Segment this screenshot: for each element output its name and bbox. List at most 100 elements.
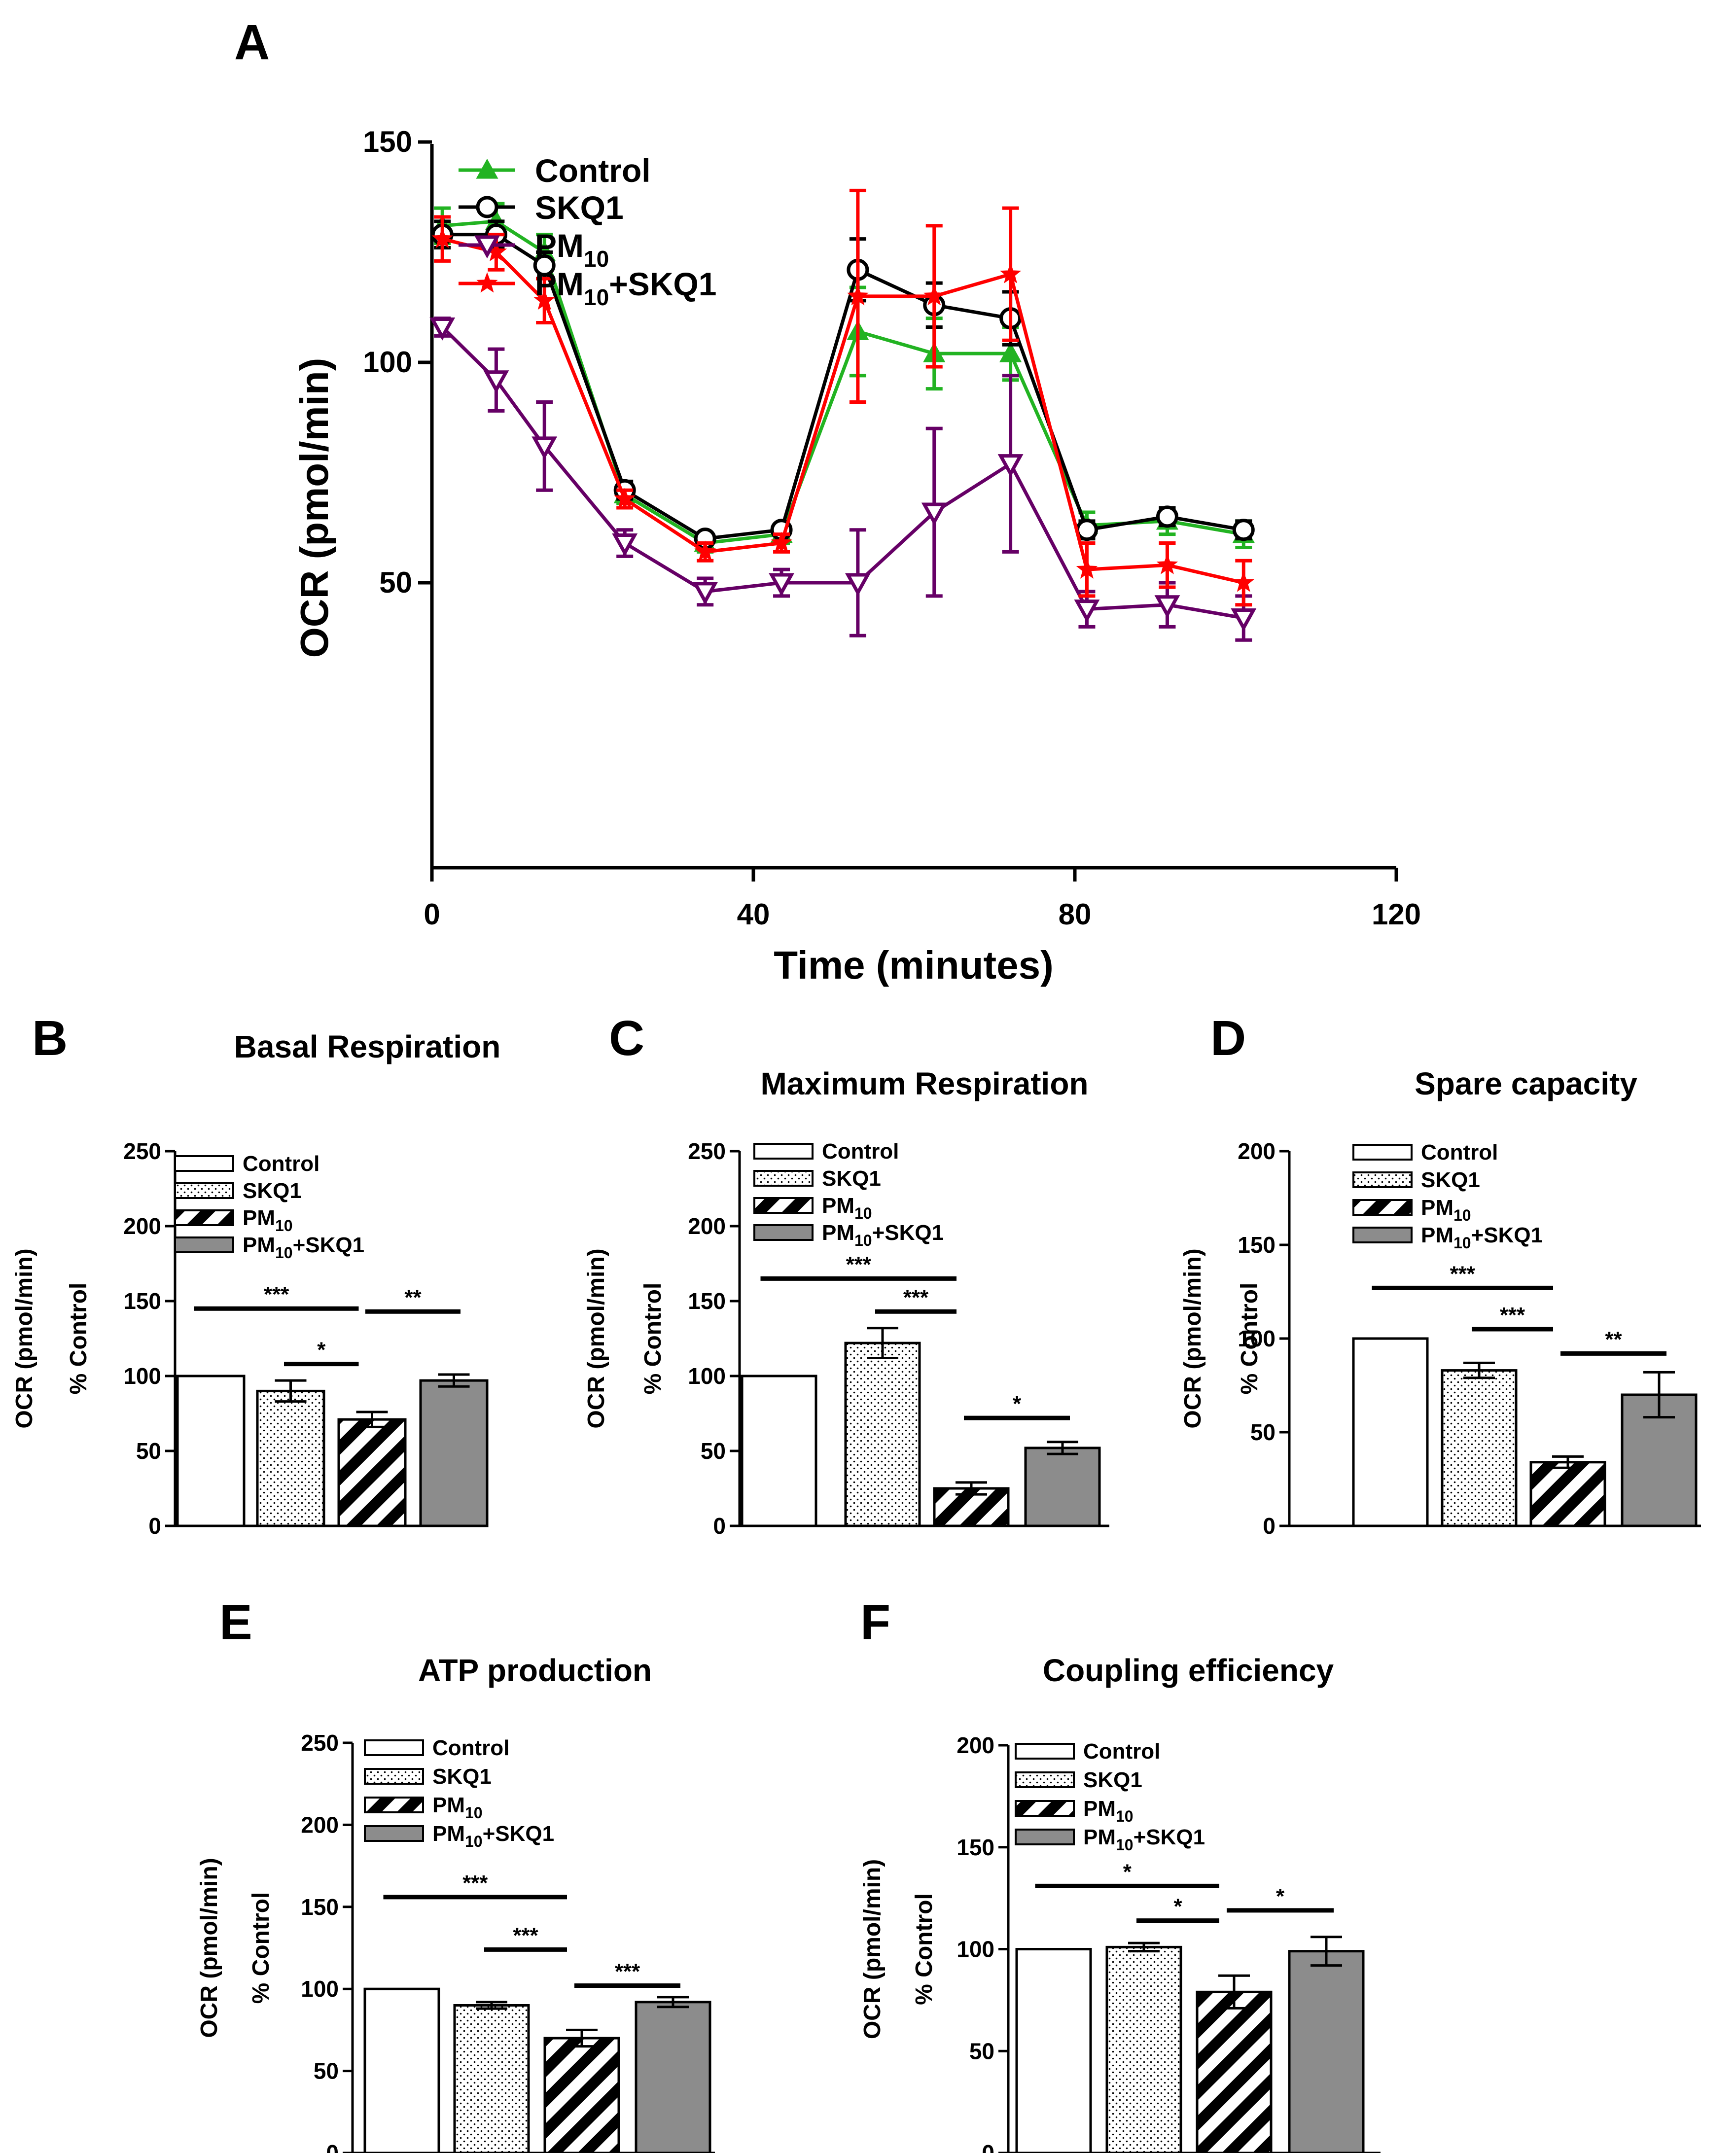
legend-marker <box>474 235 500 259</box>
panel-title: Maximum Respiration <box>760 1066 1088 1101</box>
legend-swatch <box>1015 1771 1075 1788</box>
panel-title: Basal Respiration <box>234 1029 501 1064</box>
panel-title: ATP production <box>418 1653 652 1688</box>
legend-label: Control <box>1083 1739 1160 1764</box>
data-point <box>1076 558 1098 579</box>
y-tick-label: 200 <box>957 1732 994 1758</box>
legend-label: PM10 <box>822 1194 872 1222</box>
y-axis-title: % Control <box>66 1283 92 1395</box>
y-tick-label: 250 <box>301 1730 339 1756</box>
panel-a-letter: A <box>234 15 270 70</box>
legend-label-main: Control <box>243 1152 319 1176</box>
legend-label: SKQ1 <box>535 189 624 226</box>
panel-a-y-axis-title: OCR (pmol/min) <box>292 358 336 658</box>
legend-label: SKQ1 <box>1421 1168 1480 1192</box>
panel-letter: C <box>609 1011 644 1066</box>
data-point <box>612 533 638 557</box>
data-point <box>531 436 558 460</box>
legend-swatch <box>364 1768 424 1785</box>
panel-letter: E <box>219 1595 252 1650</box>
significance-label: * <box>317 1338 326 1362</box>
legend-label-main: PM <box>535 227 584 264</box>
bar-PM10 <box>543 2037 620 2153</box>
legend-label-main: Control <box>1083 1739 1160 1764</box>
y-tick-label: 250 <box>688 1138 726 1164</box>
legend-label-main: PM <box>1421 1196 1453 1220</box>
bar-Control <box>1352 1337 1429 1527</box>
y-tick-label: 50 <box>969 2038 994 2064</box>
legend-label: Control <box>822 1139 899 1164</box>
legend-swatch <box>1352 1144 1413 1161</box>
bar-PM10+SKQ1 <box>1024 1447 1101 1527</box>
y-tick-label: 0 <box>326 2140 339 2153</box>
y-tick-label: 0 <box>1263 1513 1275 1539</box>
legend-label-tail: +SKQ1 <box>483 1822 555 1846</box>
y-tick-label: 50 <box>1250 1419 1275 1445</box>
y-axis-title: OCR (pmol/min) <box>583 1248 609 1428</box>
panel-a-x-axis-title: Time (minutes) <box>774 943 1054 987</box>
bar-Control <box>176 1375 246 1527</box>
legend-label: PM10 <box>1083 1797 1134 1825</box>
data-point <box>997 454 1024 477</box>
legend-label: Control <box>535 152 651 189</box>
bar-Control <box>741 1375 817 1527</box>
data-point <box>1074 600 1100 623</box>
data-point <box>694 540 716 561</box>
data-point <box>533 254 556 277</box>
legend-label-main: PM <box>822 1194 854 1218</box>
y-tick-label: 200 <box>1238 1138 1275 1164</box>
significance-label: *** <box>462 1871 488 1895</box>
legend-swatch <box>753 1224 814 1241</box>
legend-label-sub: 10 <box>275 1217 293 1235</box>
panel-a-x-tick-label: 0 <box>424 898 440 931</box>
legend-label-main: Control <box>1421 1140 1498 1165</box>
legend-label: PM10+SKQ1 <box>243 1233 364 1262</box>
legend-swatch <box>753 1170 814 1187</box>
data-point <box>999 263 1022 283</box>
legend-label: PM10+SKQ1 <box>535 266 716 310</box>
legend-label-main: Control <box>432 1736 509 1760</box>
significance-label: * <box>1276 1884 1285 1908</box>
legend-swatch <box>174 1155 234 1172</box>
significance-label: * <box>1173 1895 1182 1919</box>
legend-swatch <box>364 1797 424 1813</box>
legend-label-main: PM <box>822 1221 854 1245</box>
legend-label-main: SKQ1 <box>432 1765 492 1789</box>
bar-SKQ1 <box>453 2004 530 2153</box>
bar-SKQ1 <box>844 1341 921 1527</box>
data-point <box>769 573 794 597</box>
bar-SKQ1 <box>1441 1369 1518 1527</box>
legend-swatch <box>753 1143 814 1160</box>
legend-swatch <box>1352 1171 1413 1188</box>
panel-a-y-tick-label: 100 <box>363 346 412 379</box>
legend-swatch <box>174 1236 234 1253</box>
significance-label: *** <box>1500 1303 1525 1327</box>
y-tick-label: 100 <box>957 1937 994 1962</box>
y-tick-label: 50 <box>701 1438 726 1464</box>
data-point <box>1233 571 1255 592</box>
legend-label: PM10+SKQ1 <box>1083 1825 1205 1854</box>
legend-label-sub: 10 <box>465 1833 483 1850</box>
legend-label: Control <box>1421 1140 1498 1165</box>
y-tick-label: 50 <box>136 1438 161 1464</box>
legend-swatch <box>364 1739 424 1756</box>
legend-swatch <box>364 1825 424 1842</box>
panel-c: C Maximum Respiration 0 50 100 150 200 250 OCR (… <box>583 1011 1109 1539</box>
panel-a: A5010015020004080120Time (minutes)OCR (p… <box>234 15 1421 987</box>
panel-letter: D <box>1210 1011 1246 1066</box>
y-axis-title: OCR (pmol/min) <box>196 1858 222 2038</box>
legend-label-sub: 10 <box>1453 1234 1471 1252</box>
legend-label-main: SKQ1 <box>1083 1768 1142 1792</box>
data-point <box>1075 519 1098 541</box>
data-point <box>923 285 945 306</box>
legend-swatch <box>1352 1227 1413 1243</box>
y-tick-label: 150 <box>123 1288 161 1314</box>
legend-label-main: SKQ1 <box>535 189 624 226</box>
bar-PM10 <box>1196 1990 1273 2153</box>
legend-label-main: PM <box>1083 1797 1116 1821</box>
legend-label-main: PM <box>1083 1825 1116 1849</box>
data-point <box>1156 554 1178 574</box>
legend-swatch <box>1015 1743 1075 1760</box>
legend-swatch <box>1352 1199 1413 1216</box>
y-tick-label: 250 <box>123 1138 161 1164</box>
